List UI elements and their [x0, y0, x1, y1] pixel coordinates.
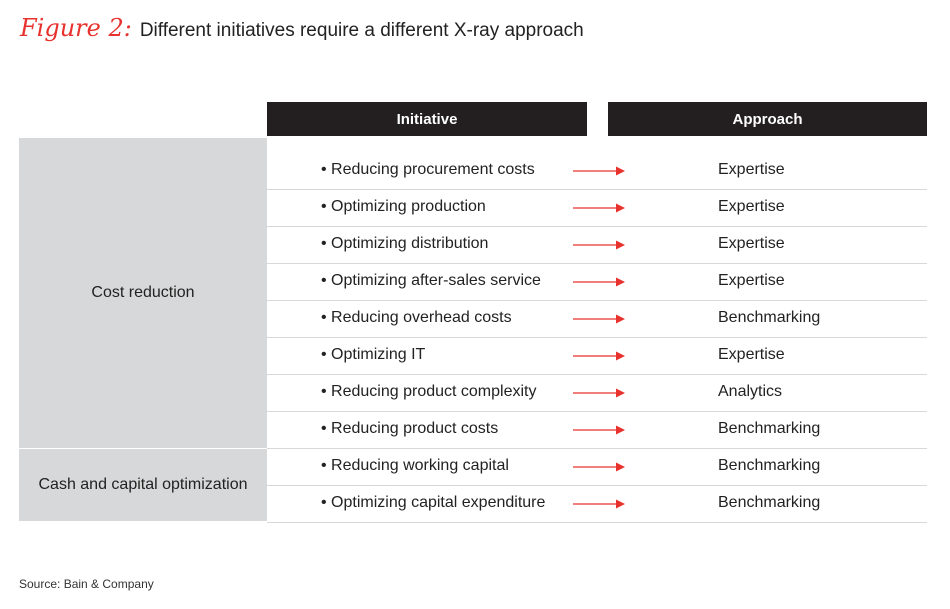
initiative-label: • Optimizing IT — [321, 346, 426, 363]
arrow-right-icon — [573, 203, 625, 213]
arrow-right-icon — [573, 166, 625, 176]
approach-label: Expertise — [718, 198, 785, 215]
approach-label: Benchmarking — [718, 494, 821, 511]
approach-label: Expertise — [718, 161, 785, 178]
initiative-label: • Optimizing production — [321, 198, 486, 215]
initiative-label: • Reducing product complexity — [321, 383, 537, 400]
approach-label: Benchmarking — [718, 309, 821, 326]
initiative-label: • Reducing procurement costs — [321, 161, 535, 178]
approach-label: Analytics — [718, 383, 783, 400]
group-cost-reduction: Cost reduction — [19, 138, 267, 448]
approach-label: Benchmarking — [718, 457, 821, 474]
source-note: Source: Bain & Company — [19, 577, 154, 591]
initiative-label: • Reducing product costs — [321, 420, 499, 437]
approach-label: Benchmarking — [718, 420, 821, 437]
initiative-label: • Optimizing after-sales service — [321, 272, 541, 289]
arrow-right-icon — [573, 351, 625, 361]
arrow-right-icon — [573, 277, 625, 287]
arrow-right-icon — [573, 388, 625, 398]
initiative-approach-table: • Reducing procurement costs Expertise • O… — [267, 153, 927, 523]
table-row: • Reducing product costs Benchmarking — [267, 412, 927, 449]
arrow-right-icon — [573, 314, 625, 324]
table-row: • Reducing working capital Benchmarking — [267, 449, 927, 486]
table-row: • Optimizing after-sales service Expertis… — [267, 264, 927, 301]
table-row: • Reducing overhead costs Benchmarking — [267, 301, 927, 338]
table-row: • Optimizing IT Expertise — [267, 338, 927, 375]
approach-label: Expertise — [718, 272, 785, 289]
table-row: • Optimizing production Expertise — [267, 190, 927, 227]
initiative-column-header: Initiative — [267, 102, 587, 136]
arrow-right-icon — [573, 240, 625, 250]
arrow-right-icon — [573, 499, 625, 509]
table-row: • Optimizing distribution Expertise — [267, 227, 927, 264]
figure-title: Figure 2: Different initiatives require … — [20, 14, 584, 42]
arrow-right-icon — [573, 425, 625, 435]
initiative-label: • Optimizing distribution — [321, 235, 489, 252]
table-row: • Reducing procurement costs Expertise — [267, 153, 927, 190]
figure-label: Figure 2: — [20, 14, 132, 42]
table-row: • Reducing product complexity Analytics — [267, 375, 927, 412]
table-row: • Optimizing capital expenditure Benchmar… — [267, 486, 927, 523]
figure-heading: Different initiatives require a differen… — [139, 20, 584, 41]
arrow-right-icon — [573, 462, 625, 472]
approach-column-header: Approach — [608, 102, 927, 136]
initiative-label: • Optimizing capital expenditure — [321, 494, 546, 511]
initiative-label: • Reducing working capital — [321, 457, 509, 474]
approach-label: Expertise — [718, 235, 785, 252]
approach-label: Expertise — [718, 346, 785, 363]
group-cash-capital-optimization: Cash and capital optimization — [19, 448, 267, 521]
initiative-label: • Reducing overhead costs — [321, 309, 512, 326]
